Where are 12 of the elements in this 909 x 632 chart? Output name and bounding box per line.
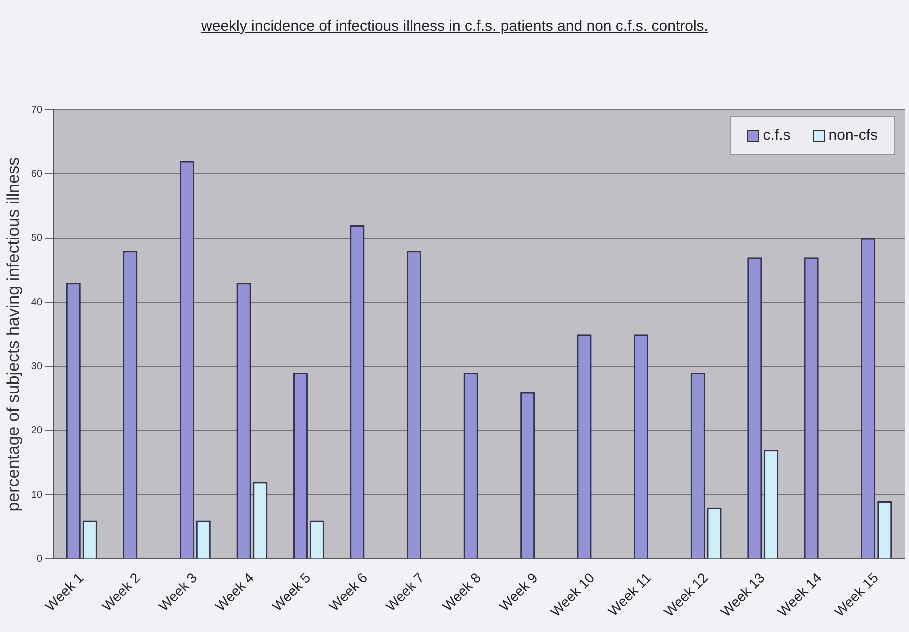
y-tick-label: 20 [31,426,43,437]
chart-title: weekly incidence of infectious illness in c.f.s. patients and non c.f.s. controls. [200,17,710,37]
legend-label: non-cfs [828,127,878,144]
y-tick-label: 40 [31,297,43,308]
y-tick-label: 0 [36,554,43,565]
y-tick-label: 30 [31,361,43,372]
y-tick-label: 60 [31,168,43,180]
y-axis-title: percentage of subjects having infectious illness [4,157,23,512]
legend-label: c.f.s [763,127,791,144]
y-tick-label: 50 [31,233,43,244]
y-tick-label: 10 [31,490,43,501]
y-tick-label: 70 [31,104,43,116]
